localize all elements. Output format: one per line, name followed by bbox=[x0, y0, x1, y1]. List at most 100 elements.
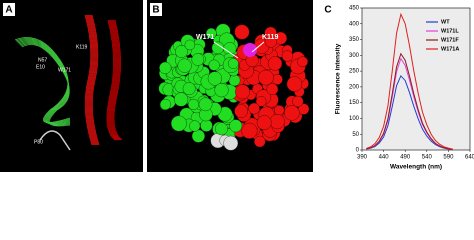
figure: A B K119 N57 E10 W171 P80 W171 K119 C Flu… bbox=[0, 0, 474, 172]
x-tick-label: 390 bbox=[357, 155, 368, 161]
atom bbox=[269, 114, 285, 130]
y-axis-label: Fluorescence intensity bbox=[335, 43, 342, 114]
helix bbox=[109, 19, 119, 141]
atom bbox=[191, 129, 205, 143]
y-tick-label: 400 bbox=[349, 21, 360, 27]
atom bbox=[241, 122, 258, 139]
annotation: P80 bbox=[34, 139, 43, 145]
y-tick-label: 100 bbox=[349, 116, 360, 122]
atom bbox=[292, 95, 304, 108]
atom bbox=[255, 96, 267, 107]
series-line bbox=[366, 12, 453, 150]
atom bbox=[274, 105, 285, 116]
helix bbox=[88, 14, 97, 146]
legend-label: W171L bbox=[441, 28, 459, 34]
atom bbox=[234, 104, 248, 118]
atom bbox=[281, 50, 293, 62]
atom bbox=[248, 102, 260, 115]
loop bbox=[39, 130, 71, 151]
ribbon-structure bbox=[14, 14, 123, 151]
helix bbox=[85, 14, 94, 146]
y-tick-label: 150 bbox=[349, 100, 360, 106]
atom bbox=[177, 58, 192, 73]
legend-label: W171F bbox=[441, 37, 459, 43]
helix bbox=[106, 19, 116, 141]
atom bbox=[170, 115, 187, 132]
atom bbox=[208, 59, 220, 71]
y-tick-label: 250 bbox=[349, 69, 360, 75]
atom bbox=[182, 82, 196, 96]
helix bbox=[86, 14, 95, 146]
annotation: E10 bbox=[36, 64, 45, 70]
label-box bbox=[150, 3, 162, 16]
pointer bbox=[213, 41, 239, 59]
atom bbox=[235, 84, 251, 100]
x-tick-label: 540 bbox=[422, 155, 433, 161]
atom bbox=[271, 74, 283, 85]
atom bbox=[175, 45, 188, 58]
annotation: W171 bbox=[196, 34, 214, 41]
helix bbox=[113, 19, 123, 141]
x-tick-label: 490 bbox=[400, 155, 411, 161]
atom bbox=[207, 71, 223, 86]
helix bbox=[91, 14, 100, 146]
y-tick-label: 50 bbox=[352, 132, 359, 138]
y-tick-label: 350 bbox=[349, 37, 360, 43]
label-box bbox=[322, 3, 334, 16]
annotation: K119 bbox=[76, 44, 88, 50]
atom bbox=[256, 115, 272, 131]
legend-label: WT bbox=[441, 19, 450, 25]
atom bbox=[159, 61, 172, 74]
atom bbox=[266, 83, 279, 96]
helix bbox=[110, 19, 120, 141]
helix bbox=[87, 14, 96, 146]
atom bbox=[191, 53, 205, 66]
chart: C Fluorescence intensity Wavelength (nm) 0 5… bbox=[322, 3, 474, 171]
helix bbox=[90, 14, 99, 146]
x-tick-label: 640 bbox=[465, 155, 474, 161]
legend-label: W171A bbox=[441, 46, 459, 52]
helix bbox=[107, 19, 117, 141]
atom bbox=[215, 122, 228, 136]
atom bbox=[184, 39, 196, 51]
y-tick-label: 0 bbox=[356, 148, 360, 154]
helix bbox=[111, 19, 121, 141]
atom bbox=[188, 98, 200, 110]
helix bbox=[108, 19, 118, 141]
panel-label: C bbox=[324, 5, 331, 16]
x-axis-label: Wavelength (nm) bbox=[390, 164, 442, 171]
atom bbox=[229, 119, 243, 133]
atom bbox=[254, 135, 266, 148]
series-line bbox=[366, 74, 453, 150]
atom bbox=[284, 105, 300, 121]
atom bbox=[205, 27, 217, 39]
annotation: N57 bbox=[38, 57, 47, 63]
x-tick-label: 440 bbox=[379, 155, 390, 161]
helix bbox=[84, 14, 93, 146]
surface-structure bbox=[158, 23, 310, 151]
plot-area bbox=[361, 7, 471, 151]
pointer bbox=[251, 41, 265, 53]
atom bbox=[160, 98, 171, 110]
series-line bbox=[366, 52, 453, 150]
atom bbox=[267, 56, 283, 71]
atom bbox=[223, 135, 239, 151]
atom bbox=[243, 43, 257, 57]
atom bbox=[234, 24, 250, 40]
atom bbox=[198, 97, 213, 112]
atom bbox=[200, 119, 213, 132]
y-tick-label: 300 bbox=[349, 53, 360, 59]
helix bbox=[112, 19, 122, 141]
loop bbox=[21, 44, 71, 127]
x-tick-label: 590 bbox=[443, 155, 454, 161]
atom bbox=[211, 41, 225, 55]
atom bbox=[258, 69, 274, 86]
atom bbox=[228, 58, 239, 69]
y-tick-label: 200 bbox=[349, 84, 360, 90]
atom bbox=[264, 35, 277, 48]
panel-a-bg bbox=[0, 0, 143, 172]
label-box bbox=[3, 3, 15, 16]
atom bbox=[297, 56, 309, 68]
atom bbox=[286, 76, 303, 92]
y-tick-label: 450 bbox=[349, 6, 360, 12]
